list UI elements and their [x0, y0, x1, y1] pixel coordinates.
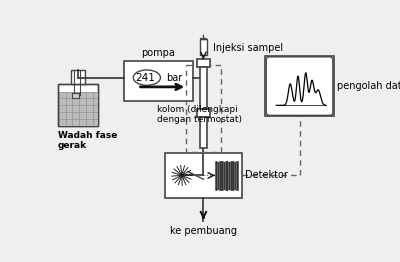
Bar — [200, 67, 207, 109]
Text: Wadah fase
gerak: Wadah fase gerak — [58, 131, 117, 150]
Bar — [197, 59, 210, 67]
Bar — [200, 39, 207, 54]
Text: pengolah data: pengolah data — [337, 81, 400, 91]
Bar — [124, 61, 193, 101]
Text: Detektor: Detektor — [245, 170, 288, 181]
Bar — [186, 65, 220, 151]
Text: ke pembuang: ke pembuang — [170, 226, 237, 236]
Text: 241: 241 — [135, 73, 155, 83]
Bar — [197, 109, 210, 117]
Bar — [58, 91, 97, 125]
Text: bar: bar — [166, 73, 182, 83]
FancyBboxPatch shape — [266, 57, 333, 115]
Bar — [71, 70, 85, 84]
Bar — [165, 153, 242, 198]
Bar — [266, 56, 334, 116]
Text: kolom (dilengkapi
dengan termostat): kolom (dilengkapi dengan termostat) — [157, 105, 242, 124]
Bar — [72, 93, 79, 99]
Bar — [58, 84, 98, 126]
Bar — [200, 117, 207, 148]
Bar — [58, 84, 98, 126]
Ellipse shape — [133, 70, 160, 85]
Text: Injeksi sampel: Injeksi sampel — [213, 43, 283, 53]
Text: pompa: pompa — [142, 48, 176, 58]
